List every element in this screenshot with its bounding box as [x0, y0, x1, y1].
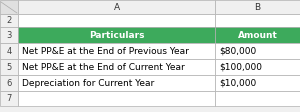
- Text: 2: 2: [6, 16, 12, 25]
- Bar: [18, 75, 215, 91]
- Bar: [0, 75, 18, 91]
- Text: Depreciation for Current Year: Depreciation for Current Year: [22, 79, 154, 87]
- Bar: [0, 59, 18, 75]
- Text: Net PP&E at the End of Previous Year: Net PP&E at the End of Previous Year: [22, 46, 189, 56]
- Text: B: B: [254, 2, 261, 12]
- Text: $10,000: $10,000: [219, 79, 256, 87]
- Text: 3: 3: [6, 30, 12, 40]
- Text: $80,000: $80,000: [219, 46, 256, 56]
- Bar: [0, 91, 18, 106]
- Bar: [0, 14, 18, 27]
- Text: Net PP&E at the End of Current Year: Net PP&E at the End of Current Year: [22, 62, 185, 71]
- Bar: [18, 43, 215, 59]
- Bar: [215, 75, 300, 91]
- Text: 5: 5: [6, 62, 12, 71]
- Bar: [18, 27, 215, 43]
- Text: 7: 7: [6, 94, 12, 103]
- Bar: [0, 27, 18, 43]
- Bar: [0, 0, 18, 14]
- Bar: [18, 59, 215, 75]
- Text: A: A: [113, 2, 120, 12]
- Bar: [215, 0, 300, 14]
- Text: Amount: Amount: [238, 30, 278, 40]
- Bar: [215, 27, 300, 43]
- Bar: [215, 14, 300, 27]
- Bar: [215, 43, 300, 59]
- Bar: [18, 91, 215, 106]
- Bar: [18, 14, 215, 27]
- Text: 4: 4: [6, 46, 12, 56]
- Bar: [0, 43, 18, 59]
- Text: 6: 6: [6, 79, 12, 87]
- Bar: [215, 59, 300, 75]
- Text: $100,000: $100,000: [219, 62, 262, 71]
- Bar: [18, 0, 215, 14]
- Bar: [215, 91, 300, 106]
- Text: Particulars: Particulars: [89, 30, 144, 40]
